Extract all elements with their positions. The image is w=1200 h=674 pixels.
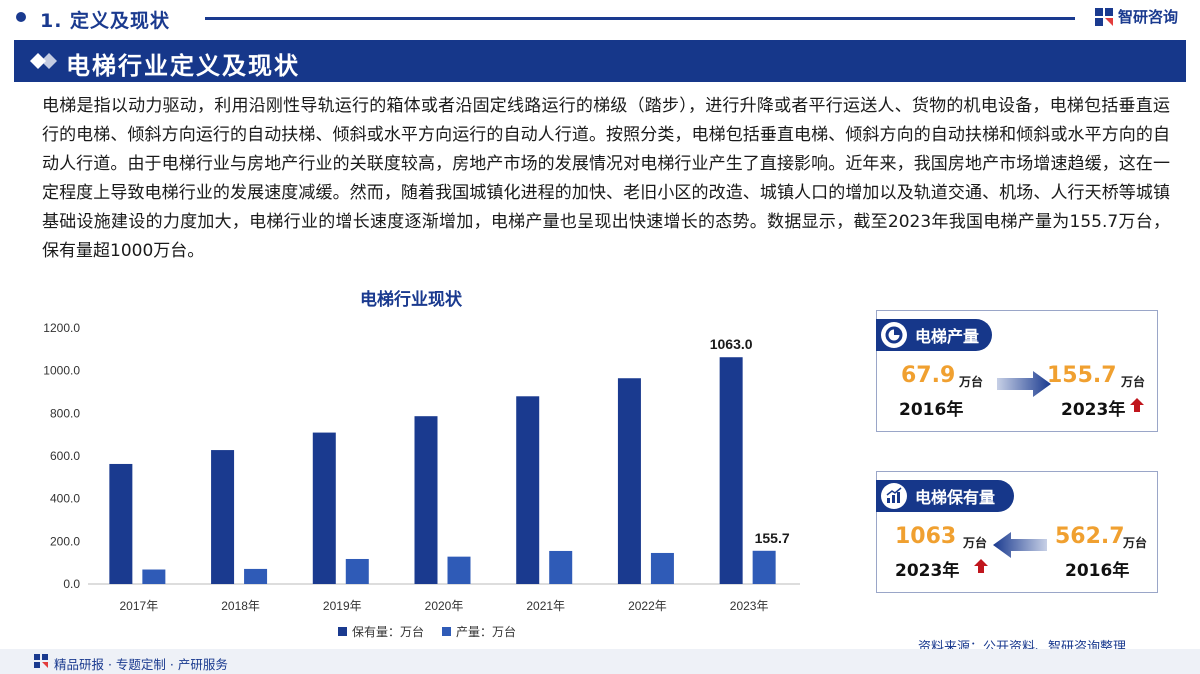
x-tick-label: 2021年 (526, 599, 565, 613)
diamond-arrow-icon (30, 53, 57, 69)
bar-production (549, 550, 573, 584)
production-title: 电梯产量 (915, 327, 980, 346)
x-tick-label: 2020年 (425, 599, 464, 613)
y-tick-label: 0.0 (63, 577, 80, 591)
brand-name: 智研咨询 (1118, 8, 1179, 26)
bar-production (142, 569, 166, 584)
x-tick-label: 2023年 (730, 599, 769, 613)
y-tick-label: 1000.0 (43, 364, 80, 378)
y-tick-label: 200.0 (50, 534, 80, 548)
ownership-2016-value: 562.7 (1055, 524, 1125, 549)
production-2016-year: 2016年 (899, 400, 964, 420)
footer-tagline: 精品研报 · 专题定制 · 产研服务 (54, 657, 228, 672)
ownership-badge: 电梯保有量 (876, 480, 1014, 512)
bar-ownership (312, 432, 336, 584)
bar-production (345, 558, 369, 584)
bar-production (752, 550, 776, 584)
ownership-card: 电梯保有量 1063 万台 2023年 562.7 万台 2016年 (876, 471, 1158, 593)
page-title: 电梯行业定义及现状 (66, 52, 300, 80)
production-2023-unit: 万台 (1121, 375, 1146, 389)
x-tick-label: 2017年 (120, 599, 159, 613)
legend-swatch (442, 627, 451, 636)
top-bar: 1. 定义及现状 智研咨询 (0, 0, 1200, 36)
right-arrow-icon (997, 371, 1051, 397)
production-2023-value: 155.7 (1047, 363, 1117, 388)
production-2023-year: 2023年 (1061, 400, 1126, 420)
production-2016-value: 67.9 (901, 363, 956, 388)
bar-production (244, 568, 268, 584)
ownership-2023-unit: 万台 (963, 536, 988, 550)
bar-ownership (617, 378, 641, 584)
bar-chart: 0.0 200.0 400.0 600.0 800.0 1000.0 1200.0 2017年… (43, 321, 800, 639)
y-tick-label: 400.0 (50, 492, 80, 506)
bar-ownership (516, 396, 540, 584)
ownership-2016-unit: 万台 (1123, 536, 1148, 550)
bar-ownership (211, 450, 235, 584)
title-banner: 电梯行业定义及现状 (14, 40, 1186, 82)
header-divider (205, 17, 1075, 20)
footer-logo-icon (34, 654, 48, 668)
bar-ownership (414, 416, 438, 584)
growth-chart-icon (881, 483, 907, 509)
data-label: 155.7 (755, 530, 790, 546)
footer-bar: 精品研报 · 专题定制 · 产研服务 (0, 649, 1200, 674)
section-bullet-icon (16, 12, 26, 22)
legend-label: 保有量：万台 (352, 624, 424, 639)
y-tick-label: 1200.0 (43, 321, 80, 335)
legend-swatch (338, 627, 347, 636)
brand-logo-icon (1095, 7, 1113, 26)
x-tick-label: 2019年 (323, 599, 362, 613)
ownership-2016-year: 2016年 (1065, 561, 1130, 581)
chart-title: 电梯行业现状 (360, 290, 462, 310)
production-badge: 电梯产量 (876, 319, 992, 351)
bar-ownership (719, 357, 743, 584)
legend-label: 产量：万台 (456, 624, 516, 639)
bar-production (650, 552, 674, 584)
x-tick-label: 2018年 (221, 599, 260, 613)
intro-paragraph: 电梯是指以动力驱动，利用沿刚性导轨运行的箱体或者沿固定线路运行的梯级（踏步），进… (42, 96, 1170, 261)
section-title: 1. 定义及现状 (40, 10, 171, 32)
data-label: 1063.0 (710, 336, 753, 352)
bar-ownership (109, 463, 133, 584)
ownership-2023-year: 2023年 (895, 561, 960, 581)
left-arrow-icon (993, 532, 1047, 558)
pie-chart-icon (881, 322, 907, 348)
ownership-title: 电梯保有量 (915, 488, 996, 507)
y-tick-label: 600.0 (50, 449, 80, 463)
bar-production (447, 556, 471, 584)
production-card: 电梯产量 67.9 万台 2016年 155.7 万台 2023年 (876, 310, 1158, 432)
brand: 智研咨询 (1094, 6, 1178, 27)
up-arrow-icon (974, 559, 988, 573)
y-tick-label: 800.0 (50, 406, 80, 420)
production-2016-unit: 万台 (959, 375, 984, 389)
x-tick-label: 2022年 (628, 599, 667, 613)
ownership-2023-value: 1063 (895, 524, 957, 549)
up-arrow-icon (1130, 398, 1144, 412)
